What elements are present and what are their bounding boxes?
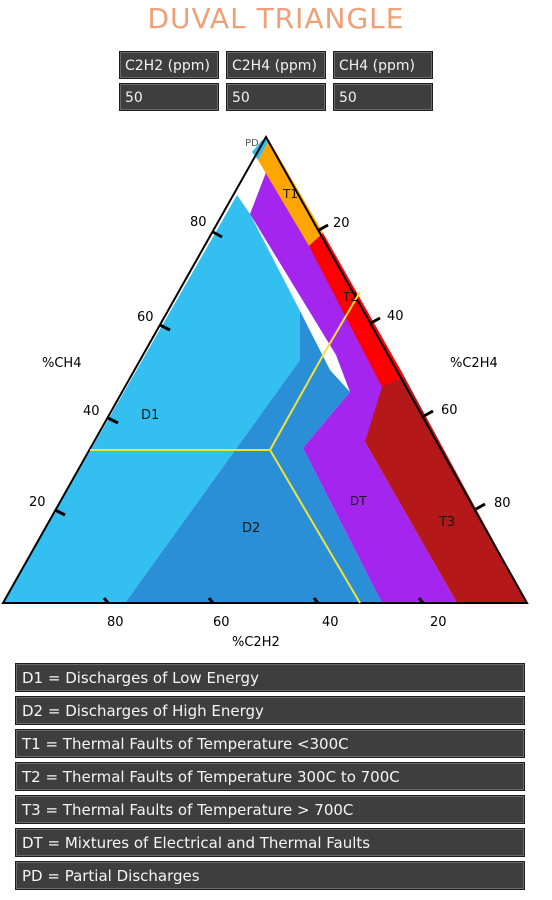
axis-label-c2h4: %C2H4 bbox=[450, 356, 498, 371]
triangle-outline bbox=[1, 134, 529, 604]
zone-t2 bbox=[309, 233, 404, 387]
left-ticks bbox=[54, 230, 223, 517]
ch4-label: CH4 (ppm) bbox=[333, 51, 433, 79]
marker-line-lower bbox=[269, 449, 361, 604]
ch4-input[interactable] bbox=[339, 84, 431, 112]
zone-t3 bbox=[365, 376, 527, 603]
bottom-tick-label: 20 bbox=[430, 615, 447, 630]
zone-label-t1: T1 bbox=[282, 187, 298, 201]
left-tick-label: 80 bbox=[190, 215, 207, 230]
c2h4-input[interactable] bbox=[232, 84, 324, 112]
zone-label-t3: T3 bbox=[438, 515, 455, 530]
zone-label-pd: PD bbox=[245, 138, 259, 149]
c2h4-label: C2H4 (ppm) bbox=[226, 51, 326, 79]
zone-label-d1: D1 bbox=[141, 408, 159, 423]
legend-item-d1: D1 = Discharges of Low Energy bbox=[15, 663, 525, 692]
right-tick-label: 40 bbox=[387, 309, 404, 324]
c2h2-field[interactable] bbox=[119, 83, 219, 112]
zone-label-dt: DT bbox=[350, 494, 367, 508]
legend-item-dt: DT = Mixtures of Electrical and Thermal … bbox=[15, 828, 525, 857]
axis-label-ch4: %CH4 bbox=[42, 356, 81, 371]
bottom-tick-label: 80 bbox=[107, 615, 124, 630]
legend-item-d2: D2 = Discharges of High Energy bbox=[15, 696, 525, 725]
zone-d1 bbox=[3, 195, 300, 603]
zone-label-t2: T2 bbox=[342, 290, 358, 304]
zone-dt bbox=[250, 162, 457, 603]
bottom-ticks bbox=[102, 597, 425, 604]
legend-item-t1: T1 = Thermal Faults of Temperature <300C bbox=[15, 729, 525, 758]
c2h2-input[interactable] bbox=[125, 84, 217, 112]
right-tick-label: 80 bbox=[494, 496, 511, 511]
bottom-tick-label: 60 bbox=[213, 615, 230, 630]
ch4-field[interactable] bbox=[333, 83, 433, 112]
marker-line-upper bbox=[269, 291, 361, 451]
legend-item-pd: PD = Partial Discharges bbox=[15, 861, 525, 890]
zone-label-d2: D2 bbox=[242, 521, 260, 536]
duval-triangle-diagram: 80 60 40 20 20 40 60 80 80 60 40 20 %CH4… bbox=[1, 134, 529, 650]
right-tick-label: 20 bbox=[333, 216, 350, 231]
left-tick-label: 20 bbox=[29, 495, 46, 510]
c2h2-label: C2H2 (ppm) bbox=[119, 51, 219, 79]
right-ticks bbox=[318, 223, 486, 511]
axis-label-c2h2: %C2H2 bbox=[232, 635, 280, 650]
legend-item-t2: T2 = Thermal Faults of Temperature 300C … bbox=[15, 762, 525, 791]
left-tick-label: 60 bbox=[137, 310, 154, 325]
zone-t1 bbox=[258, 140, 323, 246]
legend-item-t3: T3 = Thermal Faults of Temperature > 700… bbox=[15, 795, 525, 824]
page-title: DUVAL TRIANGLE bbox=[147, 2, 405, 35]
left-tick-label: 40 bbox=[83, 404, 100, 419]
bottom-tick-label: 40 bbox=[322, 615, 339, 630]
right-tick-label: 60 bbox=[441, 403, 458, 418]
c2h4-field[interactable] bbox=[226, 83, 326, 112]
